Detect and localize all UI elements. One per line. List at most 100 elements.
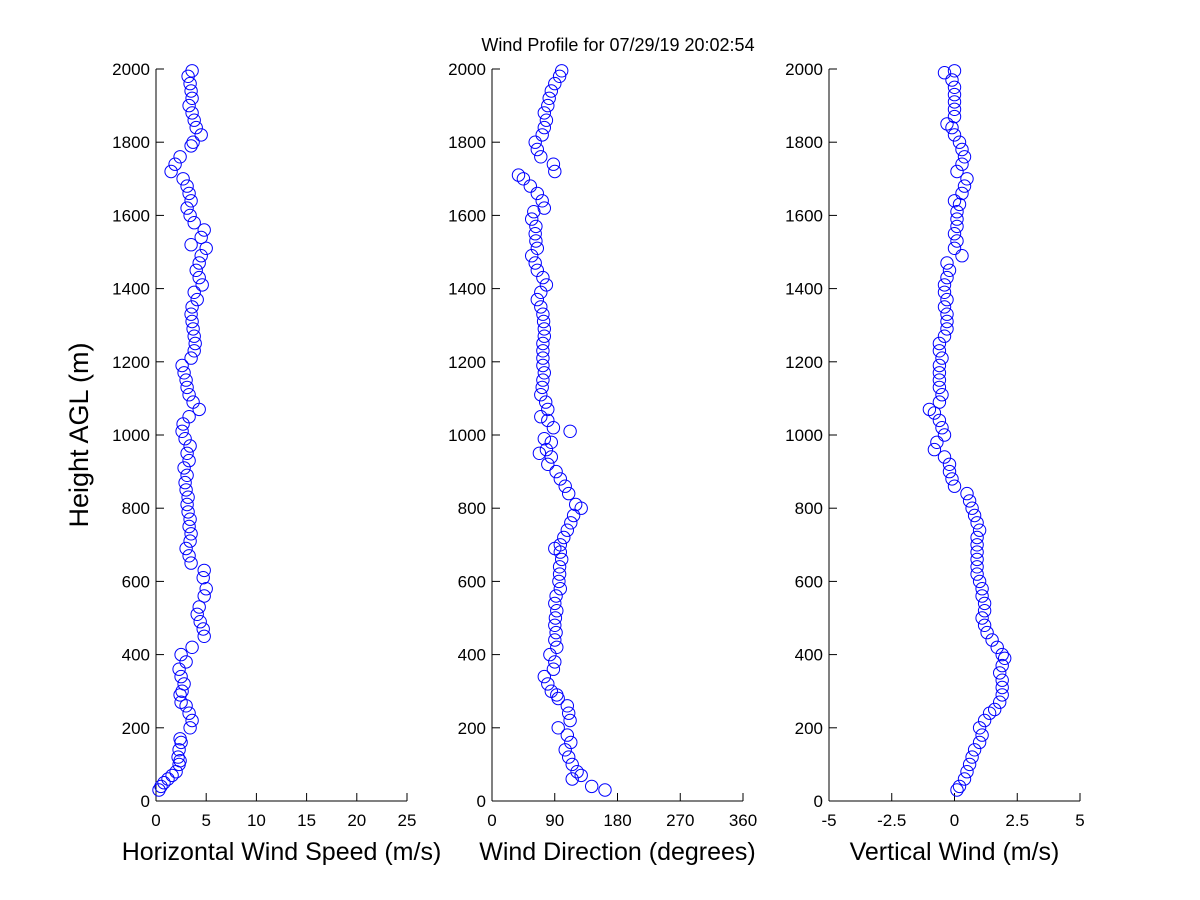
y-tick-label: 2000: [785, 60, 823, 79]
data-point: [549, 464, 563, 479]
x-tick-label: 0: [950, 811, 959, 830]
data-point: [541, 402, 555, 417]
data-point: [197, 223, 211, 237]
x-tick-label: 0: [151, 811, 160, 830]
data-point: [180, 201, 194, 215]
data-point: [174, 695, 188, 709]
data-point: [937, 300, 952, 314]
data-point: [945, 73, 959, 87]
data-point: [560, 728, 574, 742]
data-point: [945, 120, 959, 135]
data-point: [183, 534, 197, 548]
data-point: [185, 300, 199, 314]
x-tick-label: -5: [821, 811, 836, 830]
x-tick-label: 5: [201, 811, 210, 830]
data-point: [942, 263, 957, 277]
data-point: [555, 552, 569, 567]
data-point: [179, 373, 193, 387]
data-point: [982, 706, 997, 720]
data-point: [972, 735, 987, 750]
y-tick-label: 1000: [448, 426, 486, 445]
data-point: [537, 322, 551, 336]
data-point: [529, 219, 543, 234]
data-point: [937, 285, 952, 299]
data-point: [184, 238, 198, 252]
data-point: [184, 139, 198, 153]
y-tick-label: 800: [122, 499, 150, 518]
data-point: [950, 164, 964, 179]
data-point: [184, 307, 198, 321]
data-point: [157, 776, 171, 790]
data-point: [560, 699, 574, 713]
data-point: [172, 662, 186, 676]
data-point: [197, 563, 211, 578]
data-point: [935, 388, 949, 402]
data-point: [161, 772, 175, 786]
data-point: [541, 677, 555, 691]
data-point: [548, 618, 562, 632]
data-point: [180, 380, 194, 395]
data-point: [553, 472, 567, 486]
data-point: [536, 307, 550, 321]
data-point: [175, 684, 189, 698]
data-point: [183, 512, 197, 526]
y-tick-label: 1200: [785, 353, 823, 372]
data-point: [940, 314, 954, 329]
y-tick-label: 200: [795, 719, 823, 738]
y-tick-label: 600: [795, 572, 823, 591]
panel-1: 0 200 400 600 800 1000 1200 1400 1600 1800 2000 0 5 1…: [112, 60, 441, 866]
data-point: [175, 358, 189, 373]
data-point: [937, 66, 952, 80]
data-point: [549, 625, 563, 640]
data-point: [179, 541, 193, 556]
data-point: [184, 194, 198, 208]
data-point: [955, 142, 969, 157]
data-point: [537, 329, 551, 343]
data-point: [516, 172, 531, 186]
data-point: [523, 179, 537, 193]
data-point: [544, 450, 558, 464]
data-point: [940, 256, 954, 270]
data-point: [548, 596, 562, 611]
data-point: [194, 249, 208, 263]
data-point: [182, 410, 196, 424]
data-point: [535, 194, 549, 208]
data-point: [548, 164, 562, 179]
data-point: [536, 270, 550, 285]
data-point: [950, 234, 964, 248]
data-point: [182, 549, 196, 563]
data-point: [993, 666, 1007, 680]
x-tick-label: 20: [347, 811, 366, 830]
data-point: [932, 395, 947, 409]
data-point: [174, 647, 188, 662]
data-point: [960, 486, 974, 501]
data-point: [548, 611, 563, 625]
data-point: [539, 278, 554, 292]
data-point: [935, 421, 949, 435]
data-point: [975, 589, 989, 603]
data-point: [190, 607, 204, 621]
data-point: [186, 135, 200, 149]
data-point: [173, 754, 187, 768]
y-tick-label: 1800: [112, 133, 150, 152]
data-point: [566, 508, 581, 523]
data-point: [189, 120, 203, 135]
data-point: [187, 344, 201, 358]
data-point: [192, 600, 206, 614]
data-point: [534, 300, 548, 314]
data-point: [174, 669, 188, 684]
data-point: [937, 450, 952, 464]
data-point: [565, 757, 579, 772]
panel-2: 0 200 400 600 800 1000 1200 1400 1600 1800 2000 0 90…: [448, 60, 757, 866]
data-point: [957, 772, 972, 786]
data-point: [183, 208, 197, 223]
data-point: [529, 234, 543, 248]
data-point: [552, 567, 567, 581]
data-point: [195, 278, 209, 292]
x-tick-label: 5: [1075, 811, 1084, 830]
data-point: [972, 721, 987, 735]
data-point: [957, 150, 972, 164]
data-point: [945, 472, 959, 486]
data-point: [182, 453, 196, 468]
data-point: [544, 684, 558, 698]
